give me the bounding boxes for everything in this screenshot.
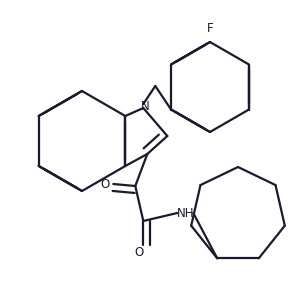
Text: N: N [141,100,150,112]
Text: O: O [135,246,144,260]
Text: O: O [101,178,110,190]
Text: NH: NH [177,207,194,219]
Text: F: F [207,22,213,36]
